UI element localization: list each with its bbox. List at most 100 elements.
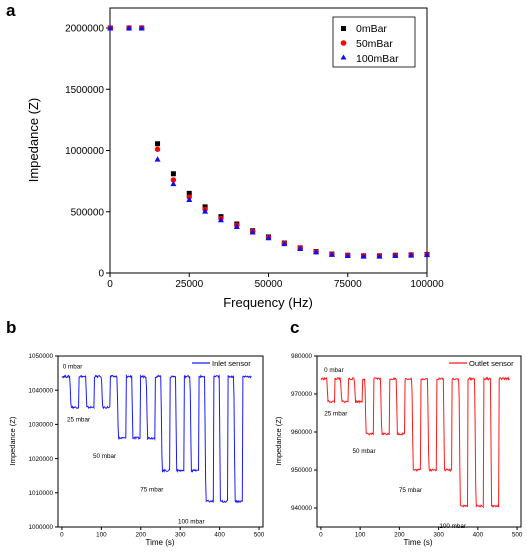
point-0mbar	[170, 171, 176, 177]
step-label: 25 mbar	[67, 416, 90, 423]
x-tick-label: 0	[60, 531, 64, 538]
point-100mbar	[344, 252, 351, 258]
chart-b-xlabel: Time (s)	[145, 538, 174, 547]
y-tick-label: 0	[98, 269, 104, 280]
point-0mbar	[186, 190, 192, 196]
legend-marker-0mbar	[341, 26, 346, 31]
x-tick-label: 50000	[255, 279, 283, 290]
legend-label-0mbar: 0mBar	[356, 23, 387, 35]
chart-b-axes: 0 100 200 300 400 500 1000000 1010000 1020000 103…	[28, 353, 264, 538]
point-100mbar	[138, 25, 145, 31]
legend-label-50mbar: 50mBar	[356, 38, 393, 50]
point-100mbar	[126, 25, 133, 31]
y-tick-label: 1030000	[28, 422, 53, 429]
x-tick-label: 200	[136, 531, 147, 538]
y-tick-label: 1050000	[28, 353, 53, 360]
y-tick-label: 970000	[291, 391, 313, 398]
x-tick-label: 25000	[175, 279, 203, 290]
step-label: 75 mbar	[399, 487, 422, 494]
legend-marker-50mbar	[340, 40, 347, 46]
x-tick-label: 500	[254, 531, 265, 538]
point-100mbar	[249, 228, 256, 235]
chart-c-step-labels: 0 mbar 25 mbar 50 mbar 75 mbar 100 mbar	[324, 367, 466, 530]
x-tick-label: 400	[214, 531, 225, 538]
chart-a-xlabel: Frequency (Hz)	[223, 295, 313, 310]
point-100mbar	[408, 252, 415, 258]
point-100mbar	[376, 253, 383, 259]
chart-a-points	[107, 25, 430, 259]
point-100mbar	[265, 234, 272, 241]
point-0mbar	[155, 141, 161, 147]
x-tick-label: 100	[96, 531, 107, 538]
point-100mbar	[313, 248, 320, 255]
point-100mbar	[170, 180, 177, 187]
point-50mbar	[170, 177, 177, 183]
y-tick-label: 1000000	[65, 146, 104, 157]
chart-b-ylabel: Impedance (Z)	[8, 416, 17, 465]
panel-label-a: a	[6, 1, 16, 20]
y-tick-label: 940000	[291, 505, 313, 512]
x-tick-label: 75000	[334, 279, 362, 290]
y-tick-label: 960000	[291, 429, 313, 436]
chart-c-frame	[316, 355, 522, 528]
chart-c-axes: 0 100 200 300 400 500 940000 950000 960000 970000…	[291, 353, 523, 538]
chart-c-xlabel: Time (s)	[403, 538, 432, 547]
x-tick-label: 0	[107, 279, 113, 290]
chart-b-legend-label: Inlet sensor	[212, 359, 251, 368]
step-label: 0 mbar	[63, 364, 83, 371]
point-100mbar	[392, 252, 399, 258]
chart-a: 0 25000 50000 75000 100000050000010000001500…	[26, 7, 444, 310]
chart-c-trace	[320, 376, 510, 509]
x-tick-label: 200	[394, 531, 405, 538]
chart-b-legend: Inlet sensor	[192, 359, 251, 368]
chart-a-ylabel: Impedance (Z)	[26, 98, 41, 183]
y-tick-label: 1010000	[28, 490, 53, 497]
point-100mbar	[217, 216, 224, 223]
step-label: 0 mbar	[324, 367, 344, 374]
point-100mbar	[360, 253, 367, 259]
panel-label-c: c	[290, 318, 299, 337]
point-100mbar	[281, 240, 288, 247]
chart-c: 0 100 200 300 400 500 940000 950000 960000 970000…	[274, 353, 523, 547]
legend-marker-100mbar	[340, 54, 347, 60]
step-label: 50 mbar	[353, 448, 376, 455]
panel-label-b: b	[6, 318, 16, 337]
legend-label-100mbar: 100mBar	[356, 53, 399, 65]
chart-b-step-labels: 0 mbar 25 mbar 50 mbar 75 mbar 100 mbar	[63, 364, 205, 526]
point-100mbar	[297, 245, 304, 251]
point-100mbar	[328, 251, 335, 257]
y-tick-label: 1000000	[28, 524, 53, 531]
x-tick-label: 500	[512, 531, 523, 538]
step-label: 50 mbar	[93, 453, 116, 460]
point-50mbar	[154, 146, 161, 152]
chart-a-legend: 0mBar 50mBar 100mBar	[332, 16, 416, 68]
chart-c-legend-label: Outlet sensor	[469, 359, 514, 368]
step-label: 75 mbar	[140, 487, 163, 494]
x-tick-label: 100000	[410, 279, 444, 290]
point-100mbar	[154, 156, 161, 162]
point-100mbar	[424, 251, 430, 258]
y-tick-label: 2000000	[65, 24, 104, 35]
x-tick-label: 100	[355, 531, 366, 538]
chart-c-legend: Outlet sensor	[449, 359, 514, 368]
y-tick-label: 950000	[291, 467, 313, 474]
x-tick-label: 0	[319, 531, 323, 538]
x-tick-label: 300	[433, 531, 444, 538]
step-label: 100 mbar	[439, 523, 466, 530]
chart-b-trace	[61, 373, 252, 504]
step-label: 25 mbar	[324, 411, 347, 418]
y-tick-label: 1020000	[28, 456, 53, 463]
y-tick-label: 1500000	[65, 85, 104, 96]
point-100mbar	[107, 25, 114, 31]
point-100mbar	[186, 196, 193, 202]
chart-c-ylabel: Impedance (Z)	[274, 416, 283, 465]
point-100mbar	[233, 223, 240, 229]
chart-a-axes: 0 25000 50000 75000 100000050000010000001500…	[65, 24, 444, 291]
y-tick-label: 1040000	[28, 387, 53, 394]
y-tick-label: 980000	[291, 353, 313, 360]
y-tick-label: 500000	[71, 207, 105, 218]
step-label: 100 mbar	[178, 518, 205, 525]
point-100mbar	[202, 208, 209, 214]
chart-b-frame	[57, 355, 264, 528]
